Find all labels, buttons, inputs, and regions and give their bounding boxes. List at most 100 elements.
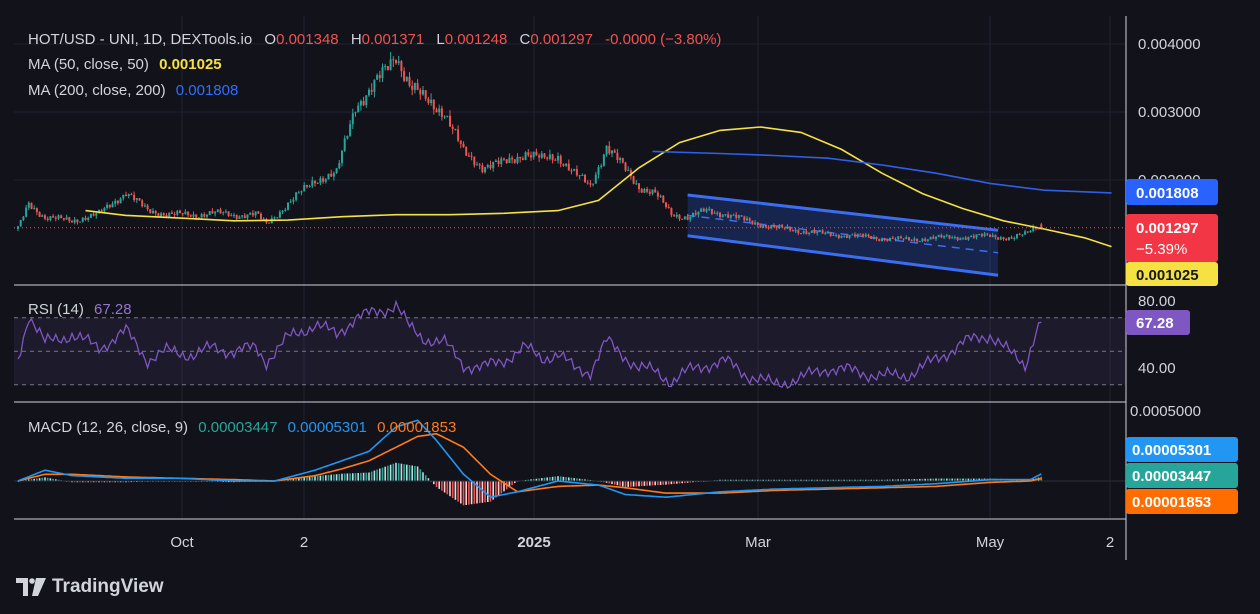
macd-histogram-bar	[908, 479, 910, 481]
candle-body	[489, 164, 492, 169]
candle-body	[535, 151, 538, 156]
candle-body	[737, 215, 740, 218]
macd-histogram-bar	[497, 481, 500, 496]
candle-body	[108, 204, 111, 208]
candle-body	[683, 216, 686, 219]
candle-body	[789, 226, 792, 231]
candle-body	[422, 90, 424, 95]
candle-body	[608, 145, 611, 154]
macd-histogram-bar	[929, 478, 932, 481]
macd-histogram-bar	[859, 479, 862, 481]
candle-body	[581, 174, 584, 176]
candle-body	[554, 159, 557, 161]
candle-body	[721, 214, 724, 218]
candle-body	[324, 179, 327, 182]
candle-body	[632, 176, 635, 184]
macd-histogram-bar	[719, 479, 721, 481]
macd-badge: 0.00005301	[1126, 437, 1238, 462]
candle-body	[881, 238, 883, 242]
candle-body	[332, 173, 335, 177]
candle-body	[975, 234, 978, 238]
candle-body	[646, 188, 649, 192]
macd-histogram-bar	[330, 474, 332, 481]
macd-histogram-bar	[786, 479, 789, 481]
candle-body	[481, 165, 484, 173]
macd-histogram-bar	[109, 481, 111, 483]
macd-histogram-bar	[894, 479, 897, 481]
time-tick-label: May	[976, 534, 1005, 551]
change-value: -0.0000 (−3.80%)	[605, 31, 721, 48]
macd-histogram-bar	[52, 478, 54, 481]
candle-body	[160, 213, 163, 217]
macd-histogram-bar	[373, 470, 376, 481]
tradingview-brand[interactable]: TradingView	[16, 576, 164, 598]
candle-body	[659, 195, 662, 197]
macd-histogram-bar	[422, 472, 424, 481]
macd-histogram-bar	[910, 479, 913, 481]
candle-body	[980, 234, 983, 237]
candle-body	[532, 151, 535, 158]
macd-histogram-bar	[775, 479, 778, 481]
candle-body	[470, 155, 473, 157]
candle-body	[759, 224, 762, 228]
macd-histogram-bar	[578, 478, 581, 481]
candle-body	[316, 182, 319, 184]
candle-body	[621, 158, 624, 163]
price-tick-label: 0.004000	[1138, 36, 1201, 53]
header-legend: HOT/USD - UNI, 1D, DEXTools.io O0.001348…	[28, 31, 721, 48]
low-label: L	[436, 31, 444, 48]
macd-histogram-bar	[797, 479, 800, 481]
macd-histogram-bar	[73, 481, 76, 483]
candle-body	[692, 212, 694, 218]
macd-histogram-bar	[397, 463, 400, 481]
ma50-label: MA (50, close, 50)	[28, 56, 149, 73]
candle-body	[92, 213, 95, 216]
price-change-badge-text: −5.39%	[1136, 241, 1187, 258]
candle-body	[149, 209, 152, 214]
candle-body	[392, 59, 395, 61]
ma200-label: MA (200, close, 200)	[28, 82, 166, 99]
candle-body	[829, 232, 832, 236]
candle-body	[100, 210, 103, 212]
candle-body	[851, 234, 854, 236]
candle-body	[667, 207, 670, 209]
candle-body	[341, 150, 343, 163]
macd-histogram-bar	[489, 481, 492, 502]
candle-body	[932, 236, 935, 239]
candle-body	[451, 126, 454, 129]
candle-body	[206, 215, 208, 217]
candle-body	[611, 150, 613, 154]
candle-body	[724, 214, 727, 216]
candle-body	[748, 218, 751, 221]
macd-legend-v1: 0.00003447	[198, 419, 277, 436]
macd-histogram-bar	[225, 481, 227, 483]
candle-body	[335, 168, 338, 174]
candle-body	[989, 234, 991, 237]
macd-histogram-bar	[608, 481, 611, 484]
macd-histogram-bar	[681, 481, 683, 484]
candle-body	[1029, 230, 1032, 233]
macd-histogram-bar	[559, 476, 562, 481]
macd-histogram-bar	[902, 479, 905, 481]
macd-histogram-bar	[433, 481, 435, 485]
candle-body	[513, 159, 516, 163]
rsi-pane	[14, 299, 1126, 389]
macd-histogram-bar	[762, 479, 764, 481]
candle-body	[740, 215, 743, 217]
candle-body	[786, 226, 789, 229]
candle-body	[284, 209, 287, 211]
macd-histogram-bar	[640, 481, 643, 487]
candle-body	[689, 217, 692, 220]
candle-body	[446, 115, 449, 117]
close-value: 0.001297	[530, 31, 593, 48]
ma200-line	[652, 150, 1112, 194]
candle-body	[719, 212, 721, 218]
macd-histogram-bar	[289, 479, 292, 481]
candle-body	[157, 213, 160, 217]
ma50-badge: 0.001025	[1126, 262, 1218, 286]
macd-histogram-bar	[514, 481, 516, 484]
macd-histogram-bar	[292, 478, 295, 481]
macd-histogram-bar	[622, 481, 624, 487]
candle-body	[219, 209, 222, 214]
